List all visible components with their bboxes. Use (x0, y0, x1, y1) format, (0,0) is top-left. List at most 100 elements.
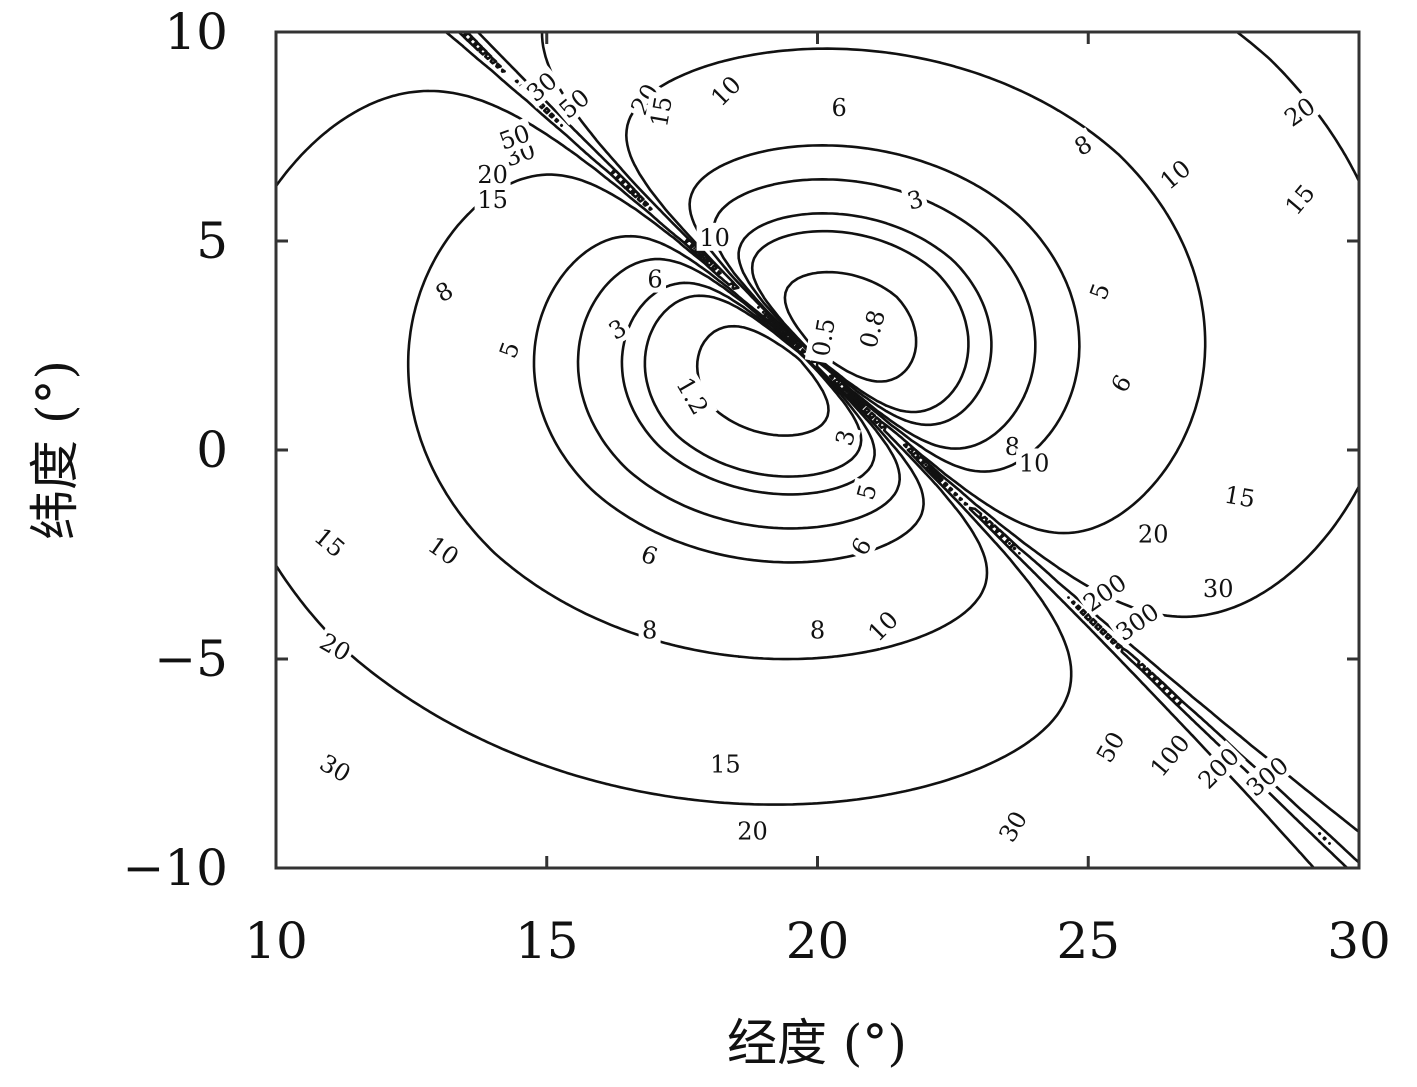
contour-label-text: 10 (699, 224, 730, 252)
contour-label: 0.5 (804, 310, 842, 365)
contour-label: 5 (491, 334, 526, 365)
contour-label-background (991, 803, 1034, 849)
contour-label-background (851, 301, 892, 357)
contour-label-background (702, 67, 749, 114)
contour-label-background (313, 625, 359, 668)
y-axis-label: 纬度 (°) (26, 360, 84, 540)
contour-level-100 (1317, 831, 1331, 845)
contour-label-text: 15 (1222, 481, 1257, 514)
contour-label: 20 (734, 816, 771, 845)
contour-label: 15 (707, 749, 744, 779)
axis-ticks (274, 30, 1361, 870)
contour-label-background (634, 537, 665, 572)
contour-label-text: 3 (904, 185, 926, 216)
contour-label-background (1088, 724, 1132, 770)
contour-label-background (474, 185, 511, 214)
contour-label: 50 (492, 117, 537, 156)
contour-label-background (623, 76, 666, 122)
contour-label-background (551, 80, 597, 126)
contour-label: 30 (1200, 573, 1237, 603)
y-tick-label: 10 (164, 3, 228, 61)
contour-label: 10 (696, 222, 733, 252)
contour-label-background (696, 222, 733, 251)
contour-label: 20 (1135, 519, 1172, 549)
contour-level-15 (406, 47, 1207, 661)
contour-label-background (1103, 366, 1139, 400)
contour-label-text: 15 (645, 94, 678, 129)
contour-label-background (668, 367, 718, 425)
contour-label: 6 (644, 264, 666, 294)
y-tick-label: 0 (196, 421, 228, 479)
y-tick-label: −10 (122, 839, 228, 897)
contour-label-background (1066, 127, 1100, 163)
contour-label-text: 6 (647, 266, 662, 294)
contour-label: 15 (474, 185, 511, 214)
contour-label-background (707, 749, 744, 778)
contour-label-text: 5 (852, 481, 883, 503)
contour-label-background (1276, 89, 1323, 134)
contour-level-8 (576, 178, 1037, 530)
contour-label-text: 6 (832, 94, 847, 122)
contour-label-background (1016, 448, 1053, 477)
contour-label-background (313, 746, 359, 789)
contour-label-text: 20 (737, 817, 768, 845)
contour-label-text: 20 (477, 161, 508, 189)
contour-label-background (643, 91, 678, 132)
contour-label: 0.8 (851, 301, 892, 357)
contour-label-background (843, 529, 879, 563)
contour-label: 8 (806, 615, 829, 645)
contour-label-background (1135, 519, 1172, 548)
contour-label-background (421, 528, 467, 573)
contour-label: 15 (1219, 479, 1261, 514)
y-tick-label: −5 (154, 630, 228, 688)
contour-label-background (806, 615, 829, 644)
contour-label-background (474, 160, 511, 189)
x-tick-label: 20 (786, 912, 850, 970)
contour-label-text: 10 (1019, 450, 1050, 478)
contour-label-text: 15 (710, 751, 741, 779)
contour-label-text: 0.5 (807, 316, 841, 358)
contour-label-text: 15 (477, 186, 508, 214)
contour-label-background (734, 816, 771, 845)
contour-level-5 (643, 229, 970, 478)
contour-level-6 (620, 212, 993, 496)
contour-label-background (1238, 749, 1296, 803)
contour-label-background (1152, 151, 1198, 197)
contour-label-text: 3 (830, 427, 861, 449)
contour-label-background (492, 117, 537, 156)
contour-label: 3 (828, 423, 861, 452)
contour-label-background (859, 602, 906, 649)
contour-label-background (828, 423, 861, 452)
contour-label-background (427, 273, 461, 309)
contour-label: 8 (638, 615, 661, 645)
contour-label-background (828, 93, 851, 122)
contour-label-text: 8 (642, 617, 657, 645)
contour-label-background (1075, 566, 1134, 618)
y-tick-label: 5 (196, 212, 228, 270)
x-tick-label: 25 (1056, 912, 1120, 970)
contour-label: 5 (1082, 276, 1117, 307)
contour-label-background (518, 64, 565, 109)
contour-label-text: 30 (1203, 575, 1234, 603)
contour-label: 6 (634, 537, 665, 572)
x-tick-label: 30 (1327, 912, 1391, 970)
contour-label-background (804, 310, 842, 365)
contour-label-background (1190, 740, 1246, 796)
contour-label: 5 (849, 477, 883, 507)
x-axis-label: 经度 (°) (727, 1014, 907, 1072)
contour-label-background (1108, 595, 1166, 648)
x-tick-label: 15 (515, 912, 579, 970)
contour-lines (276, 32, 1359, 868)
contour-label-background (600, 311, 634, 347)
x-tick-label: 10 (244, 912, 308, 970)
contour-label: 6 (828, 93, 851, 122)
contour-label-background (1142, 726, 1197, 784)
contour-label: 3 (900, 182, 930, 216)
contour-label-background (491, 334, 526, 365)
contour-label: 20 (474, 160, 511, 189)
contour-label-background (638, 615, 661, 644)
contour-label-background (1277, 176, 1322, 222)
